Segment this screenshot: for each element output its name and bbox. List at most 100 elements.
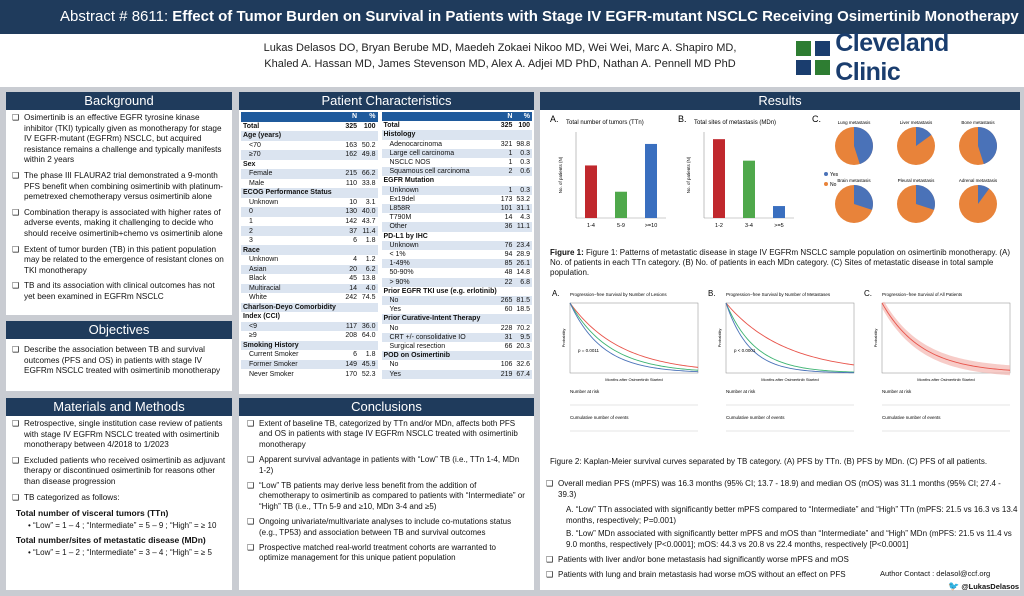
row-n: 173 [500,195,513,203]
result-sub-a: A. “Low” TTn associated with significant… [566,505,1018,525]
row-pct: 20.3 [516,343,530,351]
logo-mark-icon [796,41,830,75]
objectives-list: Describe the association between TB and … [6,339,232,377]
row-n: 130 [342,207,360,217]
row-label: Race [241,245,343,255]
row-n: 228 [500,324,513,332]
table-row: Multiracial 14 4.0 [241,283,378,294]
row-n: 117 [342,321,360,332]
row-label: T790M [389,214,412,222]
row-pct: 26.1 [514,259,532,269]
row-label: No [381,296,499,306]
y-axis-label: No. of patients (N) [686,156,691,193]
result-bullet-3: Patients with lung and brain metastasis … [546,570,1018,581]
row-n: 110 [345,179,358,187]
row-label: 3 [249,237,253,245]
km-frame [881,302,1011,374]
table-row: ≥70 162 49.8 [241,150,378,160]
row-label: <70 [249,141,261,149]
table-row: No 265 81.5 [381,296,532,306]
pie-slice-yes [916,127,932,146]
table-row: Unknown 10 3.1 [241,198,378,208]
logo-text: Cleveland Clinic [835,29,949,86]
km-curve [725,302,855,366]
row-n: 66 [504,343,513,351]
row-pct: 70.2 [516,324,530,332]
twitter-handle-text: @LukasDelasos [961,582,1020,591]
row-pct: 18.5 [516,306,530,314]
row-pct: 3.1 [365,198,376,206]
row-pct [514,314,532,324]
row-pct [514,176,532,185]
row-n [342,188,360,198]
row-pct: 14.8 [516,269,530,277]
row-n [499,176,515,185]
methods-heading: Materials and Methods [6,398,232,416]
cumulative-label: Cumulative number of events [570,415,629,420]
background-list: Osimertinib is an effective EGFR tyrosin… [6,110,232,303]
pie-slice-yes [978,185,990,204]
table-row: Smoking History [241,340,378,351]
row-n: 325 [345,122,358,130]
row-pct [359,131,378,141]
result-bullet-1-text: Overall median PFS (mPFS) was 16.3 month… [558,479,1001,499]
row-n: 20 [342,264,360,275]
km-curves: A. Progression−free Survival by Number of… [552,289,1011,432]
row-pct: 4.3 [520,214,530,222]
table-row: < 1% 94 28.9 [382,250,533,259]
row-n: 60 [504,306,513,314]
row-n: 1 [498,185,515,195]
row-n [343,160,359,170]
characteristics-table-left: N% Total 325 100 Age (years) <70 163 50.2 ≥70 162… [241,112,378,379]
tick-label: >=10 [645,223,658,229]
table-row: Ex19del 173 53.2 [382,195,533,204]
row-n: 4 [353,256,358,264]
row-pct [514,130,532,140]
table-row: NSCLC NOS 1 0.3 [382,158,533,167]
row-n: N [342,112,360,122]
row-pct: 9.5 [514,332,532,343]
row-label: Prior EGFR TKI use (e.g. erlotinib) [383,287,497,295]
row-label: Former Smoker [241,359,343,370]
conclusion-bullet-1: Extent of baseline TB, categorized by TT… [247,419,526,450]
tick-label: 5-9 [617,223,625,229]
pie-slice-yes [978,127,997,165]
km-pvalue: p < 0.0001 [734,348,756,353]
row-pct: 33.8 [361,179,376,187]
twitter-handle[interactable]: 🐦 @LukasDelasos [948,581,1019,592]
figure-1-caption-text: Figure 1: Patterns of metastatic disease… [550,248,1011,277]
bar [645,143,657,218]
row-label: 1-49% [381,259,499,269]
table-row: Yes 219 67.4 [381,369,532,379]
cumulative-label: Cumulative number of events [726,415,785,420]
mdn-definition: • “Low” = 1 – 2 ; “Intermediate” = 3 – 4… [28,547,212,557]
mdn-title: Total number/sites of metastatic disease… [16,535,206,546]
results-heading: Results [540,92,1020,110]
row-label: 2 [241,226,343,236]
row-label: > 90% [381,277,499,287]
row-n: 37 [342,226,360,236]
methods-list: Retrospective, single institution case r… [12,419,226,503]
km-curve [569,302,699,368]
panel-c-label: C. [812,114,821,124]
row-n: 6 [353,351,358,359]
row-pct: 64.0 [361,332,376,340]
row-n: 325 [500,122,513,130]
pie-title: Brain metastasis [837,178,871,183]
pie-title: Bone metastasis [961,120,995,125]
row-n: 163 [345,141,358,149]
row-n: 208 [345,332,358,340]
row-n: 170 [345,370,358,378]
row-n: 101 [498,204,515,214]
result-sub-b: B. “Low” MDn associated with significant… [566,529,1012,549]
ttn-definition: • “Low” = 1 – 4 ; “Intermediate” = 5 – 9… [28,520,217,530]
poster-header: Abstract # 8611: Effect of Tumor Burden … [0,0,1024,87]
pie-title: Adrenal metastasis [959,178,998,183]
row-n: 215 [342,169,360,179]
row-label: Black [249,275,267,283]
pie-title: Liver metastasis [900,120,933,125]
row-pct: 32.6 [516,361,530,369]
methods-bullet-3: TB categorized as follows: [12,493,226,504]
row-pct: 81.5 [514,296,532,306]
row-pct: 0.6 [514,167,532,177]
